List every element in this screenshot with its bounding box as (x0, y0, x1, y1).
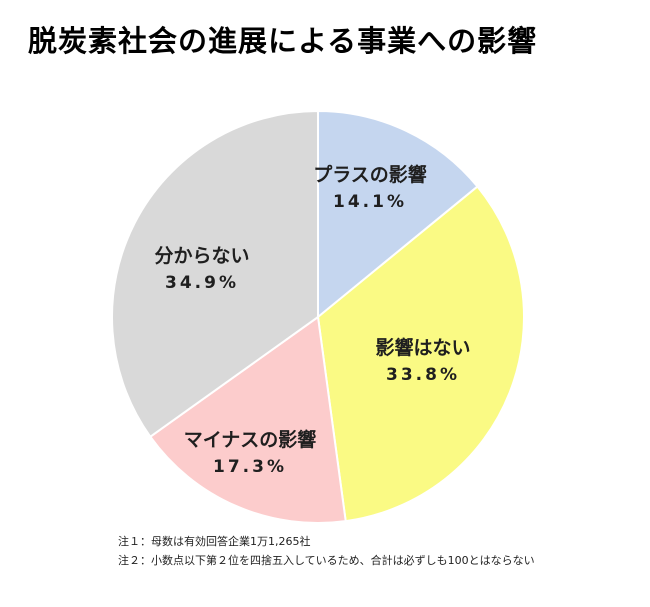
chart-title: 脱炭素社会の進展による事業への影響 (28, 24, 538, 58)
slice-label-1: プラスの影響 (313, 163, 427, 186)
slice-value-4: 34.9% (165, 273, 239, 293)
slice-label-4: 分からない (154, 245, 249, 267)
pie-slice-4 (111, 109, 319, 439)
footnote-1: 注１：母数は有効回答企業1万1,265社 (118, 535, 311, 548)
pie-slices (111, 109, 525, 524)
footnote-2: 注２：小数点以下第２位を四捨五入しているため、合計は必ずしも100とはならない (118, 554, 535, 567)
slice-label-3: マイナスの影響 (184, 428, 317, 451)
pie-slice-1 (317, 109, 479, 320)
pie-labels: プラスの影響 14.1% 影響はない 33.8% マイナスの影響 17.3% 分からない 34… (154, 163, 470, 477)
slice-value-2: 33.8% (386, 365, 460, 385)
slice-value-1: 14.1% (333, 192, 407, 212)
slice-label-2: 影響はない (375, 336, 470, 359)
pie-slice-3 (148, 315, 347, 524)
pie-slice-2 (316, 185, 525, 523)
footnotes: 注１：母数は有効回答企業1万1,265社 注２：小数点以下第２位を四捨五入してい… (118, 532, 535, 570)
slice-value-3: 17.3% (213, 457, 287, 477)
